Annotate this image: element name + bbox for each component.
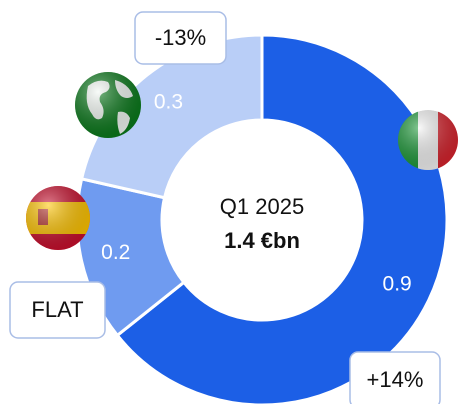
- globe-icon: [75, 72, 141, 138]
- center-value: 1.4 €bn: [224, 228, 300, 253]
- center-title: Q1 2025: [220, 194, 304, 219]
- change-label: FLAT: [31, 297, 83, 322]
- value-label: 0.2: [101, 241, 130, 264]
- change-label: -13%: [155, 25, 206, 50]
- value-label: 0.3: [154, 90, 183, 113]
- value-label: 0.9: [383, 273, 412, 296]
- flag-spain: [26, 186, 90, 250]
- change-box: [9, 281, 106, 339]
- change-box: [134, 11, 227, 65]
- change-box: [349, 351, 441, 404]
- flag-italy: [398, 110, 458, 170]
- change-label: +14%: [367, 367, 424, 392]
